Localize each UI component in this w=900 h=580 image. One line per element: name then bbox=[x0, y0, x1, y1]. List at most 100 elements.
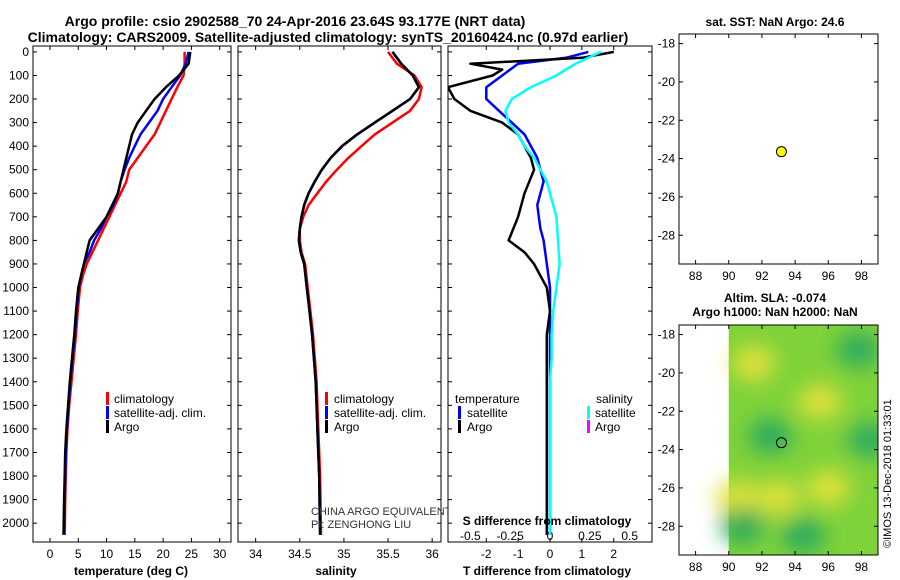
temperature-xlabel: temperature (deg C) bbox=[74, 564, 188, 578]
depth-tick-label: 1300 bbox=[2, 351, 29, 365]
sla-field-blobs bbox=[715, 331, 878, 554]
depth-tick-label: 2000 bbox=[2, 516, 29, 530]
legend-label-climatology: climatology bbox=[334, 392, 394, 406]
x-tick-label: -1 bbox=[513, 547, 524, 561]
top-x-tick-label: 0.5 bbox=[621, 529, 638, 543]
depth-tick-label: 1600 bbox=[2, 422, 29, 436]
depth-tick-label: 1200 bbox=[2, 328, 29, 342]
depth-tick-label: 400 bbox=[9, 139, 29, 153]
x-tick-label: 0 bbox=[47, 547, 54, 561]
depth-tick-label: 1800 bbox=[2, 469, 29, 483]
map-lon-label: 90 bbox=[722, 560, 736, 574]
x-tick-label: -2 bbox=[481, 547, 492, 561]
legend-swatch-climatology bbox=[325, 392, 328, 405]
float-location-marker bbox=[775, 437, 787, 449]
legend-label-satellite: satellite-adj. clim. bbox=[334, 406, 426, 420]
sla-map-subtitle: Argo h1000: NaN h2000: NaN bbox=[692, 305, 857, 319]
depth-tick-label: 300 bbox=[9, 116, 29, 130]
location-map-points bbox=[775, 146, 787, 158]
sla-blob-low bbox=[836, 331, 878, 368]
legend-swatch-sal-satellite bbox=[587, 406, 590, 419]
map-lat-label: -26 bbox=[658, 481, 676, 495]
sla-map-points bbox=[775, 437, 787, 449]
x-tick-label: 0 bbox=[547, 547, 554, 561]
legend-label-temp-satellite: satellite bbox=[467, 406, 508, 420]
map-lon-label: 94 bbox=[788, 269, 802, 283]
map-lon-label: 88 bbox=[689, 560, 703, 574]
depth-tick-label: 1500 bbox=[2, 398, 29, 412]
legend-label-climatology: climatology bbox=[114, 392, 174, 406]
legend-swatch-temp-argo bbox=[458, 420, 461, 433]
map-lat-label: -28 bbox=[658, 228, 676, 242]
sla-map: Altim. SLA: -0.074 Argo h1000: NaN h2000… bbox=[658, 291, 879, 574]
legend-label-sal-argo: Argo bbox=[595, 420, 621, 434]
map-lat-label: -18 bbox=[658, 37, 676, 51]
location-map-title: sat. SST: NaN Argo: 24.6 bbox=[706, 15, 845, 29]
difference-depth-ticks bbox=[448, 51, 652, 524]
pi-annotation: PI: ZENGHONG LIU bbox=[311, 519, 411, 531]
depth-tick-label: 600 bbox=[9, 186, 29, 200]
map-lat-label: -20 bbox=[658, 75, 676, 89]
x-tick-label: 30 bbox=[213, 547, 227, 561]
map-lat-label: -18 bbox=[658, 328, 676, 342]
temperature-axis-ticks: 0 5 10 15 20 25 30 bbox=[47, 46, 227, 561]
map-lon-label: 98 bbox=[855, 269, 869, 283]
depth-tick-label: 200 bbox=[9, 92, 29, 106]
map-lat-label: -26 bbox=[658, 190, 676, 204]
legend-swatch-sal-argo bbox=[587, 420, 590, 433]
depth-tick-label: 500 bbox=[9, 163, 29, 177]
map-lon-label: 88 bbox=[689, 269, 703, 283]
series-line-temperature-argo bbox=[448, 50, 615, 535]
sla-blob-high bbox=[797, 383, 842, 420]
salinity-plot-frame bbox=[237, 45, 442, 543]
series-line-argo bbox=[62, 51, 192, 535]
legend-label-sal-satellite: satellite bbox=[595, 406, 636, 420]
depth-tick-label: 1900 bbox=[2, 493, 29, 507]
x-tick-label: 5 bbox=[75, 547, 82, 561]
sla-blob-high bbox=[756, 479, 801, 516]
difference-xlabel: T difference from climatology bbox=[463, 564, 631, 578]
difference-legend: temperature satellite Argo salinity sate… bbox=[455, 392, 636, 434]
x-tick-label: 25 bbox=[185, 547, 199, 561]
legend-label-argo: Argo bbox=[334, 420, 360, 434]
depth-tick-label: 1700 bbox=[2, 445, 29, 459]
x-tick-label: 1 bbox=[579, 547, 586, 561]
series-line-argo bbox=[297, 51, 421, 535]
depth-tick-label: 1000 bbox=[2, 281, 29, 295]
salinity-panel: 34 34.5 35 35.5 36 salinity climatology sate… bbox=[237, 45, 452, 578]
top-x-tick-label: -0.5 bbox=[460, 529, 481, 543]
map-lat-label: -22 bbox=[658, 404, 676, 418]
difference-axis-ticks: -2 -1 0 1 2 -0.5 -0.25 0 0.25 0.5 bbox=[460, 46, 638, 561]
depth-tick-label: 700 bbox=[9, 210, 29, 224]
salinity-xlabel: salinity bbox=[315, 564, 357, 578]
map-lat-label: -24 bbox=[658, 152, 676, 166]
depth-tick-label: 1100 bbox=[3, 304, 29, 318]
map-lon-label: 90 bbox=[722, 269, 736, 283]
depth-tick-label: 1400 bbox=[2, 375, 29, 389]
depth-tick-label: 900 bbox=[9, 257, 29, 271]
sla-blob-low bbox=[720, 508, 765, 545]
temperature-legend: climatology satellite-adj. clim. Argo bbox=[106, 392, 206, 434]
map-lon-label: 96 bbox=[822, 269, 836, 283]
map-lat-label: -22 bbox=[658, 113, 676, 127]
sla-map-ticks: 88 90 92 94 96 98 -18 -20 -22 -24 -26 -28 bbox=[658, 325, 878, 574]
top-x-tick-label: -0.25 bbox=[496, 529, 524, 543]
x-tick-label: 10 bbox=[100, 547, 114, 561]
location-map-ticks: 88 90 92 94 96 98 -18 -20 -22 -24 -26 -28 bbox=[658, 34, 878, 283]
map-lat-label: -28 bbox=[658, 519, 676, 533]
temperature-series bbox=[62, 51, 192, 535]
temperature-plot-frame bbox=[32, 45, 232, 543]
legend-swatch-argo bbox=[325, 420, 328, 433]
x-tick-label: 35 bbox=[337, 547, 351, 561]
sla-heatmap bbox=[715, 325, 878, 555]
depth-axis-ticks: 0 100 200 300 400 500 600 700 800 900 1000 1100 1200… bbox=[2, 45, 231, 530]
legend-title-salinity: salinity bbox=[596, 392, 633, 406]
legend-swatch-satellite bbox=[325, 406, 328, 419]
legend-swatch-temp-satellite bbox=[458, 406, 461, 419]
sla-blob-low bbox=[748, 418, 793, 455]
top-x-tick-label: 0.25 bbox=[578, 529, 602, 543]
legend-label-argo: Argo bbox=[114, 420, 140, 434]
salinity-depth-ticks bbox=[238, 51, 441, 524]
depth-tick-label: 0 bbox=[22, 45, 29, 59]
map-lon-label: 96 bbox=[822, 560, 836, 574]
